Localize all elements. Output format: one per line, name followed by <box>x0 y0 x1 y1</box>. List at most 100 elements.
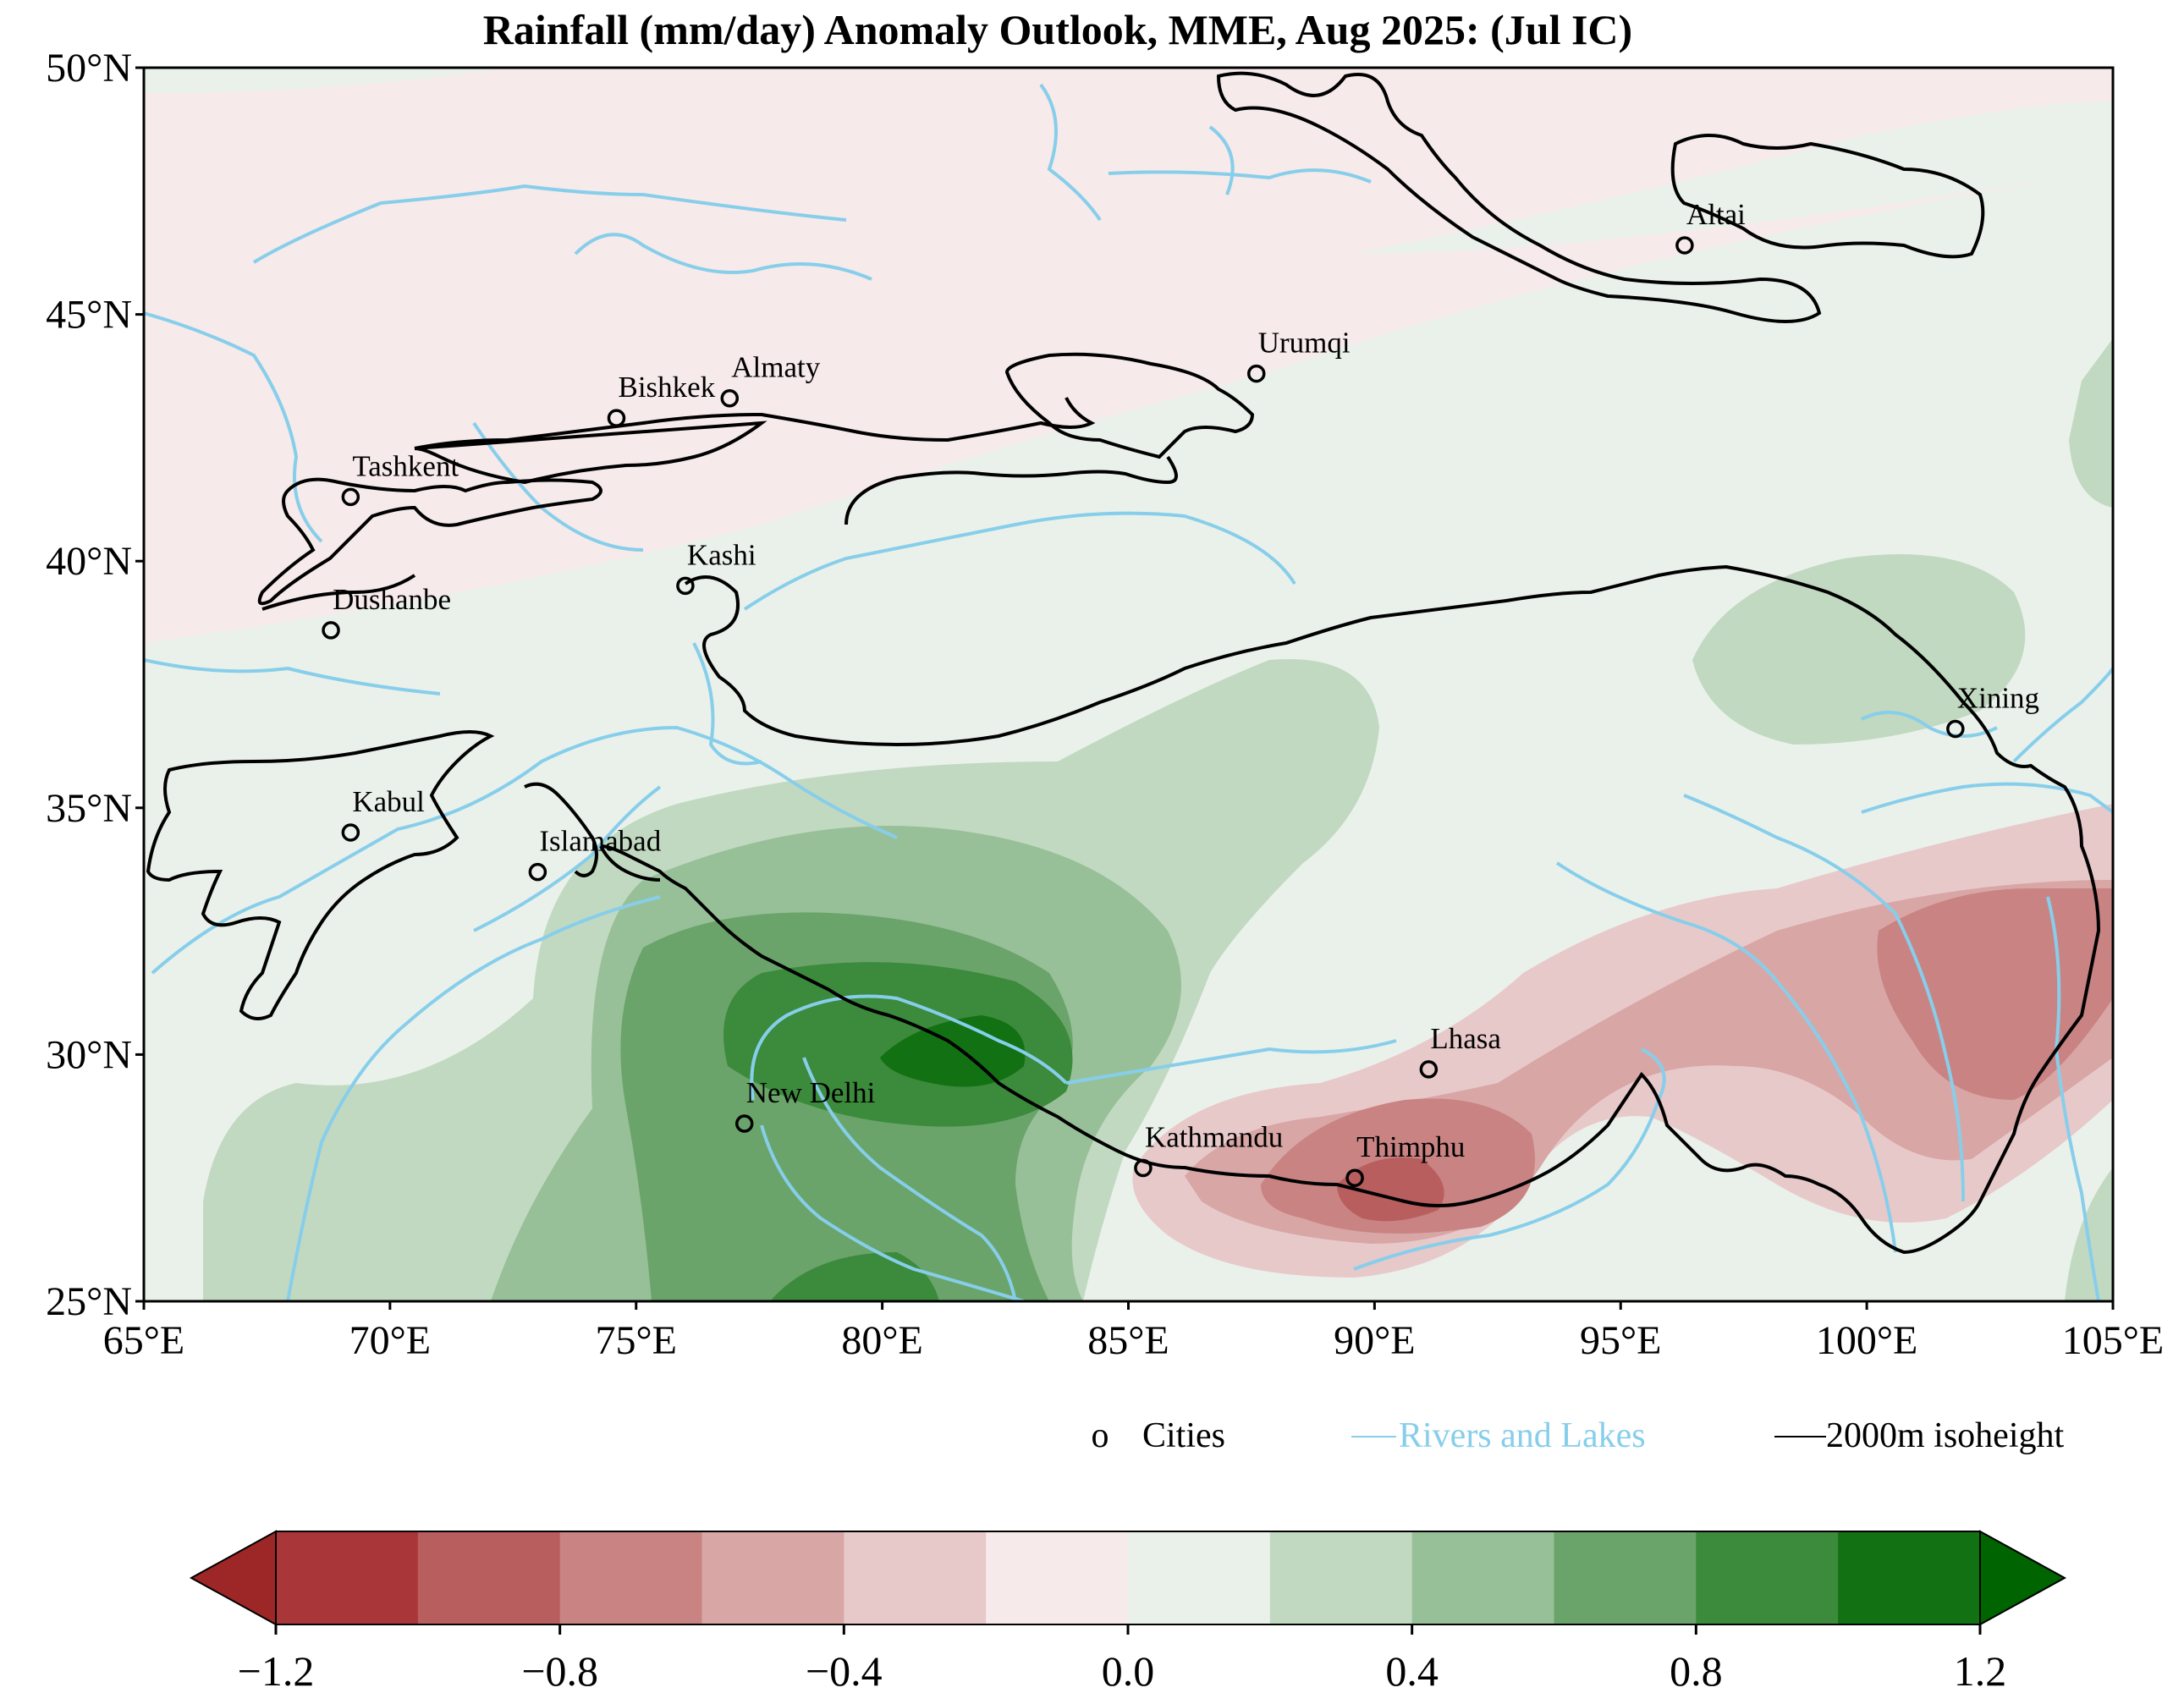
river <box>760 1124 1025 1301</box>
city-marker <box>1134 1158 1153 1178</box>
x-tick-label: 95°E <box>1580 1318 1662 1363</box>
map-title: Rainfall (mm/day) Anomaly Outlook, MME, … <box>483 6 1632 53</box>
x-tick-label: 90°E <box>1334 1318 1416 1363</box>
city-marker <box>1419 1060 1439 1079</box>
city-label: Lhasa <box>1430 1022 1501 1055</box>
x-tick-label: 75°E <box>595 1318 677 1363</box>
colorbar-bin <box>1128 1531 1271 1624</box>
isoheight-hindukush <box>146 730 495 1020</box>
colorbar-bin <box>1696 1531 1839 1624</box>
y-axis: 50°N 45°N 40°N 35°N 30°N 25°N <box>46 46 144 1324</box>
city-label: Islamabad <box>539 825 661 858</box>
city-marker <box>1675 236 1694 255</box>
colorbar-bin <box>1554 1531 1697 1624</box>
y-tick-label: 35°N <box>46 786 132 831</box>
isoheight-tianshan-east <box>1004 352 1255 459</box>
anomaly-field <box>144 68 2113 1301</box>
y-tick-label: 30°N <box>46 1032 132 1077</box>
colorbar-bin <box>1411 1531 1554 1624</box>
river <box>802 1057 1017 1301</box>
city-label: Almaty <box>731 351 820 384</box>
river <box>750 994 1068 1101</box>
river <box>574 233 872 281</box>
colorbar: −1.2 −0.8 −0.4 0.0 0.4 0.8 1.2 <box>189 1530 2067 1695</box>
colorbar-bin <box>986 1531 1129 1624</box>
river <box>743 511 1296 611</box>
legend: o Cities Rivers and Lakes 2000m isoheigh… <box>1092 1416 2065 1455</box>
colorbar-extend-low <box>189 1530 277 1626</box>
map-panel: 65°E 70°E 75°E 80°E 85°E 90°E 95°E 100°E 105°E 5… <box>46 46 2164 1363</box>
river <box>252 184 847 264</box>
city-marker <box>528 862 547 882</box>
rivers-and-lakes <box>144 83 2113 1301</box>
colorbar-tick-label: 0.4 <box>1385 1647 1439 1695</box>
isoheight-mongolia <box>1670 134 1985 259</box>
colorbar-bin <box>276 1531 419 1624</box>
x-tick-label: 70°E <box>349 1318 432 1363</box>
river <box>1039 83 1102 222</box>
y-tick-label: 45°N <box>46 293 132 338</box>
legend-cities-label: Cities <box>1142 1416 1225 1455</box>
isoheight-west-himalaya <box>599 845 661 882</box>
isoheight-tibet <box>600 564 2101 1255</box>
city-label: Bishkek <box>618 371 715 404</box>
river <box>1208 125 1235 195</box>
river <box>144 311 323 543</box>
colorbar-extend-high <box>1979 1530 2067 1626</box>
river <box>1555 861 1897 1253</box>
river <box>1683 794 1965 1202</box>
city-marker <box>607 409 626 427</box>
colorbar-bin <box>1269 1531 1413 1624</box>
river <box>286 895 661 1301</box>
legend-rivers-label: Rivers and Lakes <box>1399 1416 1646 1455</box>
city-marker <box>676 576 695 596</box>
x-tick-label: 85°E <box>1087 1318 1169 1363</box>
isoheight-2000m <box>146 71 2101 1255</box>
field-0.2-0.4-east <box>2069 338 2113 508</box>
x-tick-label: 65°E <box>103 1318 185 1363</box>
colorbar-bin <box>559 1531 702 1624</box>
colorbar-tick-label: −0.8 <box>521 1647 598 1695</box>
city-label: Xining <box>1957 681 2039 714</box>
colorbar-bin <box>417 1531 561 1624</box>
city-marker <box>341 487 360 507</box>
river <box>1861 711 1998 738</box>
river <box>1065 1039 1397 1085</box>
isoheight-altai <box>1216 71 1822 323</box>
field-0-0.2-ne <box>1354 102 2113 254</box>
city-label: Tashkent <box>352 449 459 482</box>
legend-cities-marker: o <box>1092 1416 1109 1455</box>
city-label: New Delhi <box>746 1076 876 1109</box>
legend-isoheight-label: 2000m isoheight <box>1826 1416 2064 1455</box>
river <box>1108 168 1372 184</box>
isoheight-pamir <box>261 455 1178 611</box>
colorbar-tick-label: −0.4 <box>806 1647 883 1695</box>
isoheight-fergana <box>257 477 602 606</box>
field-0-0.2-north-edge <box>144 68 508 93</box>
city-label: Thimphu <box>1356 1130 1465 1163</box>
city-marker <box>734 1114 754 1133</box>
city-label: Altai <box>1686 198 1746 231</box>
city-marker <box>1247 364 1266 383</box>
colorbar-bin <box>701 1531 844 1624</box>
x-axis: 65°E 70°E 75°E 80°E 85°E 90°E 95°E 100°E 105°E <box>103 1301 2164 1363</box>
river <box>473 785 662 932</box>
field-1.0-1.2 <box>880 1015 1026 1087</box>
field-neg-0.6-0.8-east <box>1877 888 2113 1100</box>
colorbar-bin <box>1838 1531 1981 1624</box>
river <box>2046 896 2100 1301</box>
field-0.2-0.4-ne <box>1692 554 2026 745</box>
x-tick-label: 100°E <box>1816 1318 1918 1363</box>
city-marker <box>341 823 360 842</box>
city-markers: Altai Urumqi Almaty Bishkek Tashkent Kashi Dus… <box>322 198 2039 1187</box>
city-label: Kabul <box>352 785 425 818</box>
city-marker <box>1345 1168 1364 1187</box>
city-marker <box>720 388 740 408</box>
y-tick-label: 25°N <box>46 1279 132 1324</box>
y-tick-label: 50°N <box>46 46 132 91</box>
river <box>151 725 898 975</box>
isoheight-tianshan <box>414 397 1096 485</box>
city-marker <box>322 621 340 640</box>
river <box>1861 782 2113 814</box>
